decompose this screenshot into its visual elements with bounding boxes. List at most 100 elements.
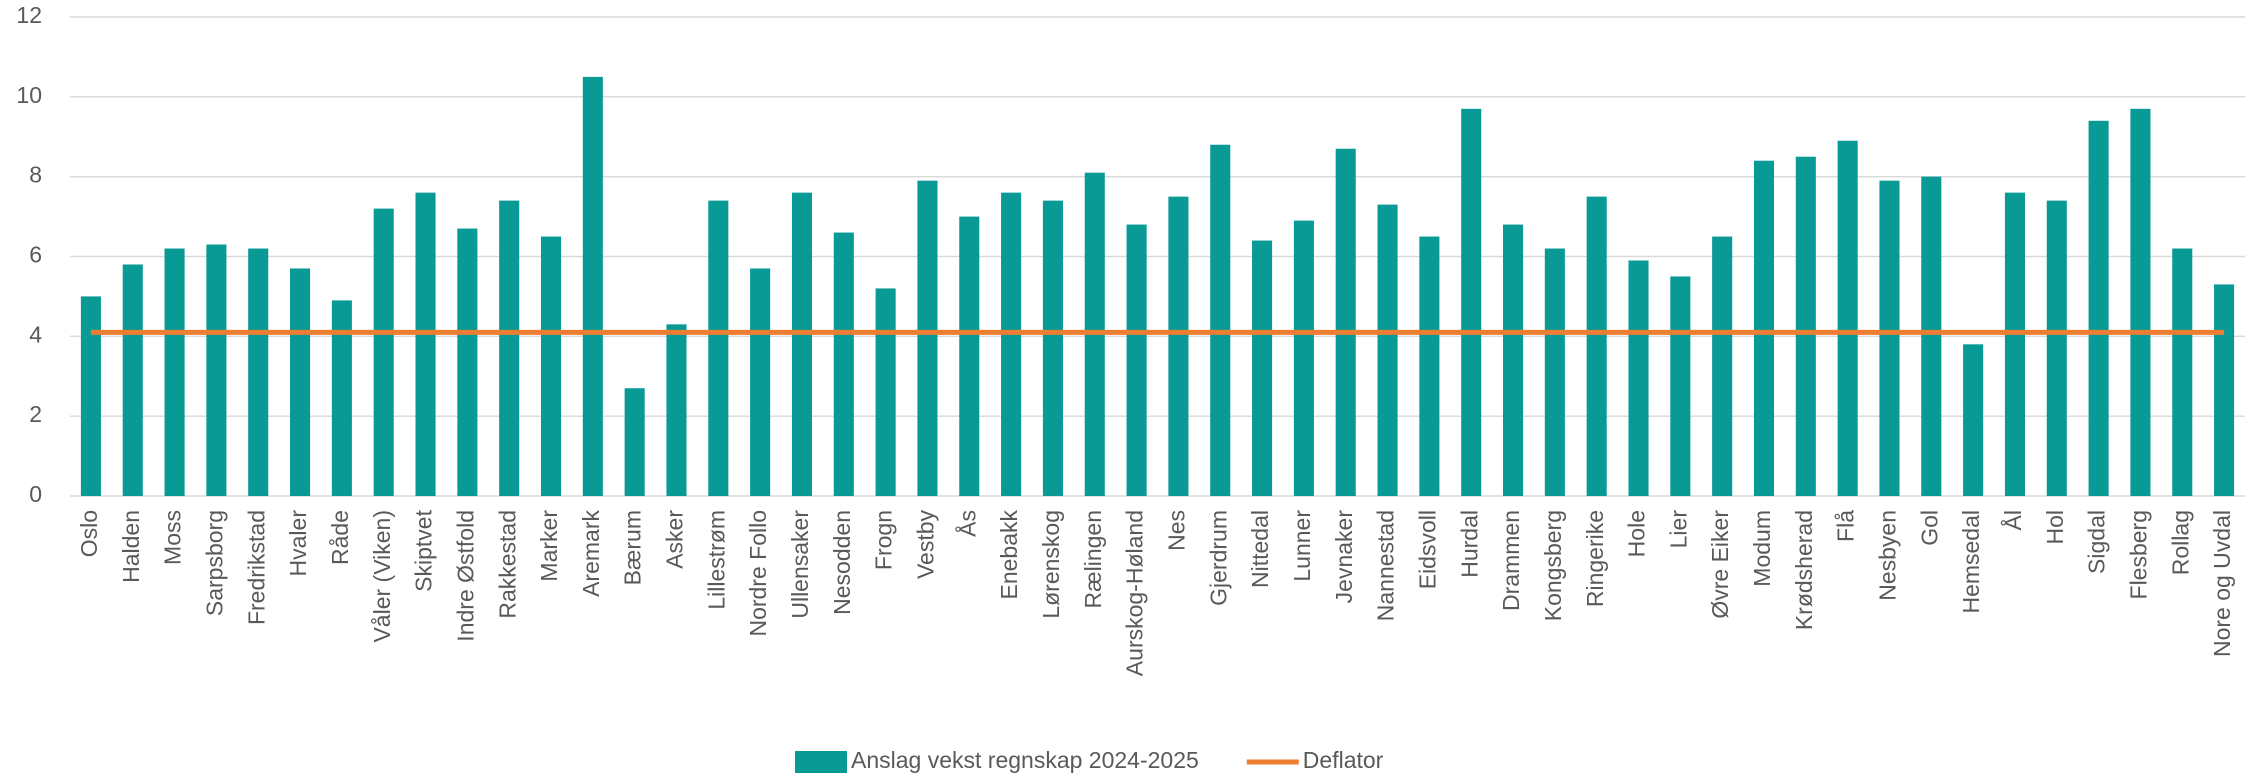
- x-tick-label: Hurdal: [1456, 510, 1482, 578]
- bar: [2172, 248, 2193, 496]
- legend-swatch: [795, 751, 847, 773]
- x-tick-label: Lillestrøm: [703, 510, 729, 610]
- x-tick-label: Enebakk: [996, 510, 1022, 600]
- bar: [2214, 284, 2235, 496]
- bar: [1168, 196, 1189, 496]
- bar: [1001, 192, 1022, 496]
- x-tick-label: Modum: [1749, 510, 1775, 587]
- bar: [875, 288, 896, 496]
- y-tick-label: 10: [16, 82, 42, 108]
- bar: [833, 232, 854, 497]
- x-tick-label: Flå: [1833, 510, 1859, 542]
- x-tick-label: Marker: [536, 510, 562, 582]
- bar: [1921, 176, 1942, 496]
- x-tick-label: Jevnaker: [1331, 510, 1357, 604]
- x-tick-label: Nannestad: [1373, 510, 1399, 621]
- y-tick-label: 2: [29, 401, 42, 427]
- x-tick-label: Lørenskog: [1038, 510, 1064, 619]
- bar: [1335, 148, 1356, 496]
- bar: [1502, 224, 1524, 497]
- legend-label: Deflator: [1303, 747, 1384, 773]
- legend: Anslag vekst regnskap 2024-2025 Deflator: [795, 747, 1384, 773]
- x-tick-label: Oslo: [76, 510, 102, 557]
- bar: [1628, 260, 1649, 496]
- bar: [791, 192, 813, 496]
- x-tick-label: Eidsvoll: [1414, 510, 1440, 589]
- x-tick-label: Lunner: [1289, 510, 1315, 582]
- bar: [499, 200, 520, 496]
- bar: [2130, 108, 2151, 496]
- y-tick-label: 8: [29, 162, 42, 188]
- x-tick-label: Gjerdrum: [1205, 510, 1231, 606]
- x-tick-label: Moss: [160, 510, 186, 565]
- x-tick-label: Øvre Eiker: [1707, 510, 1733, 619]
- bar: [1712, 236, 1733, 496]
- x-tick-label: Sigdal: [2084, 510, 2110, 574]
- x-tick-label: Drammen: [1498, 510, 1524, 611]
- bar: [1544, 248, 1565, 496]
- bar: [1377, 204, 1398, 496]
- bar: [373, 208, 394, 496]
- bar: [624, 388, 645, 496]
- x-tick-label: Ullensaker: [787, 510, 813, 619]
- bar: [1586, 196, 1607, 496]
- y-tick-label: 6: [29, 242, 42, 268]
- x-tick-label: Nes: [1163, 510, 1189, 551]
- x-tick-label: Hvaler: [285, 510, 311, 577]
- x-tick-label: Ås: [953, 510, 980, 537]
- x-tick-label: Sarpsborg: [201, 510, 227, 616]
- bar: [2088, 120, 2109, 497]
- bar: [1210, 144, 1231, 496]
- bar: [917, 180, 938, 497]
- x-tick-label: Krødsherad: [1791, 510, 1817, 630]
- x-tick-label: Aurskog-Høland: [1122, 510, 1148, 676]
- legend-label: Anslag vekst regnskap 2024-2025: [851, 747, 1199, 773]
- y-tick-label: 0: [29, 481, 42, 507]
- bar: [1419, 236, 1440, 496]
- bar: [122, 264, 143, 496]
- bar: [1795, 156, 1816, 497]
- x-tick-label: Hol: [2042, 510, 2068, 545]
- x-tick-label: Rælingen: [1080, 510, 1106, 608]
- bar: [2004, 192, 2025, 496]
- bar: [457, 228, 478, 496]
- bar: [1293, 220, 1314, 496]
- x-tick-label: Våler (Viken): [369, 510, 395, 643]
- bar: [2046, 200, 2067, 496]
- x-tick-label: Gol: [1916, 510, 1942, 546]
- bar: [1753, 160, 1775, 496]
- x-tick-label: Asker: [662, 510, 688, 569]
- x-tick-label: Rollag: [2167, 510, 2193, 575]
- x-tick-label: Halden: [118, 510, 144, 583]
- bar: [1963, 344, 1984, 496]
- x-tick-label: Lier: [1665, 510, 1691, 549]
- y-tick-label: 4: [29, 321, 42, 347]
- x-tick-label: Kongsberg: [1540, 510, 1566, 621]
- x-tick-label: Nordre Follo: [745, 510, 771, 637]
- x-tick-label: Bærum: [620, 510, 646, 585]
- bar: [248, 248, 269, 496]
- x-tick-label: Fredrikstad: [243, 510, 269, 625]
- bar: [582, 76, 603, 496]
- bar: [80, 296, 101, 496]
- bar: [1670, 276, 1691, 496]
- x-tick-label: Nittedal: [1247, 510, 1273, 588]
- x-tick-label: Vestby: [913, 510, 939, 580]
- y-tick-label: 12: [16, 2, 42, 28]
- bar: [708, 200, 729, 496]
- x-tick-label: Hole: [1624, 510, 1650, 557]
- bar: [1252, 240, 1273, 496]
- x-tick-label: Nore og Uvdal: [2209, 510, 2235, 657]
- bar: [331, 300, 352, 496]
- bar: [959, 216, 980, 497]
- bar: [750, 268, 771, 496]
- x-tick-label: Rakkestad: [494, 510, 520, 619]
- x-tick-label: Aremark: [578, 510, 604, 597]
- x-tick-label: Råde: [327, 510, 353, 565]
- x-tick-label: Nesbyen: [1875, 510, 1901, 601]
- bar: [415, 192, 436, 496]
- x-tick-label: Flesberg: [2126, 510, 2152, 599]
- bar: [666, 324, 687, 496]
- bar: [1042, 200, 1063, 496]
